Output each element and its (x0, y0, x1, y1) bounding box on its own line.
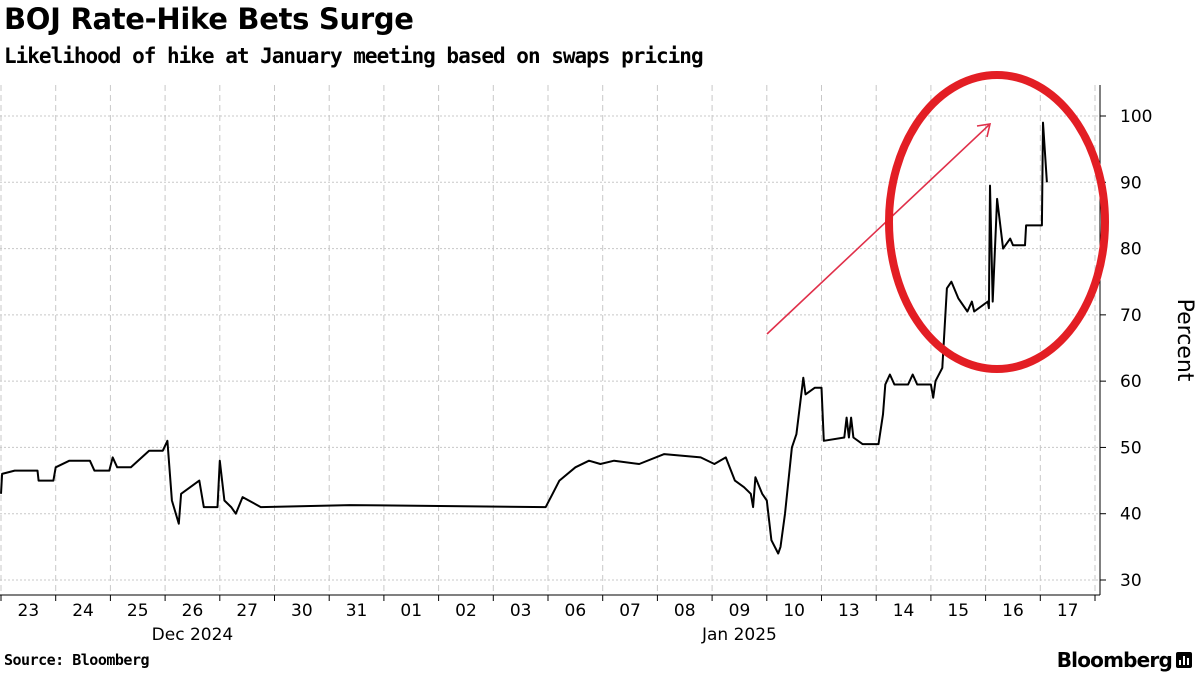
x-tick-label: 27 (236, 601, 258, 621)
x-tick-label: 03 (510, 601, 532, 621)
x-tick-label: 17 (1057, 601, 1079, 621)
y-axis-label: Percent (1172, 299, 1197, 382)
x-tick-label: 06 (565, 601, 587, 621)
highlight-ellipse (885, 71, 1109, 373)
y-tick-label: 80 (1120, 240, 1142, 260)
y-tick-label: 90 (1120, 173, 1142, 193)
month-label: Jan 2025 (701, 625, 777, 645)
x-tick-label: 02 (455, 601, 477, 621)
arrow-annotation (766, 123, 991, 335)
x-tick-label: 30 (291, 601, 313, 621)
x-tick-label: 08 (674, 601, 696, 621)
arrow-head-icon (976, 123, 992, 138)
source-note: Source: Bloomberg (4, 651, 150, 669)
logo-text: Bloomberg (1056, 648, 1173, 672)
chart-title: BOJ Rate-Hike Bets Surge (4, 2, 414, 36)
bloomberg-logo: Bloomberg (1057, 648, 1192, 672)
y-tick-label: 40 (1120, 505, 1142, 525)
x-tick-label: 07 (619, 601, 641, 621)
x-tick-label: 15 (947, 601, 969, 621)
series-line (0, 121, 1048, 555)
x-tick-label: 26 (182, 601, 204, 621)
x-tick-label: 09 (729, 601, 751, 621)
x-tick-label: 24 (72, 601, 94, 621)
chart-subtitle: Likelihood of hike at January meeting ba… (4, 44, 704, 68)
y-tick-label: 70 (1120, 306, 1142, 326)
y-tick-label: 60 (1120, 372, 1142, 392)
axes: 30 40 50 60 70 80 90 100 23 24 25 26 27 30 31 01 02 03 06 0… (0, 85, 1152, 645)
x-tick-label: 10 (783, 601, 805, 621)
y-tick-label: 100 (1120, 107, 1152, 127)
x-tick-label: 01 (400, 601, 422, 621)
x-tick-label: 23 (18, 601, 40, 621)
bloomberg-chart-icon (1176, 652, 1192, 668)
x-tick-label: 16 (1002, 601, 1024, 621)
x-tick-label: 13 (838, 601, 860, 621)
month-label: Dec 2024 (152, 625, 234, 645)
y-tick-label: 50 (1120, 438, 1142, 458)
x-tick-label: 14 (893, 601, 915, 621)
x-tick-label: 31 (346, 601, 368, 621)
x-tick-label: 25 (127, 601, 149, 621)
y-tick-label: 30 (1120, 571, 1142, 591)
annotations (766, 71, 1109, 373)
